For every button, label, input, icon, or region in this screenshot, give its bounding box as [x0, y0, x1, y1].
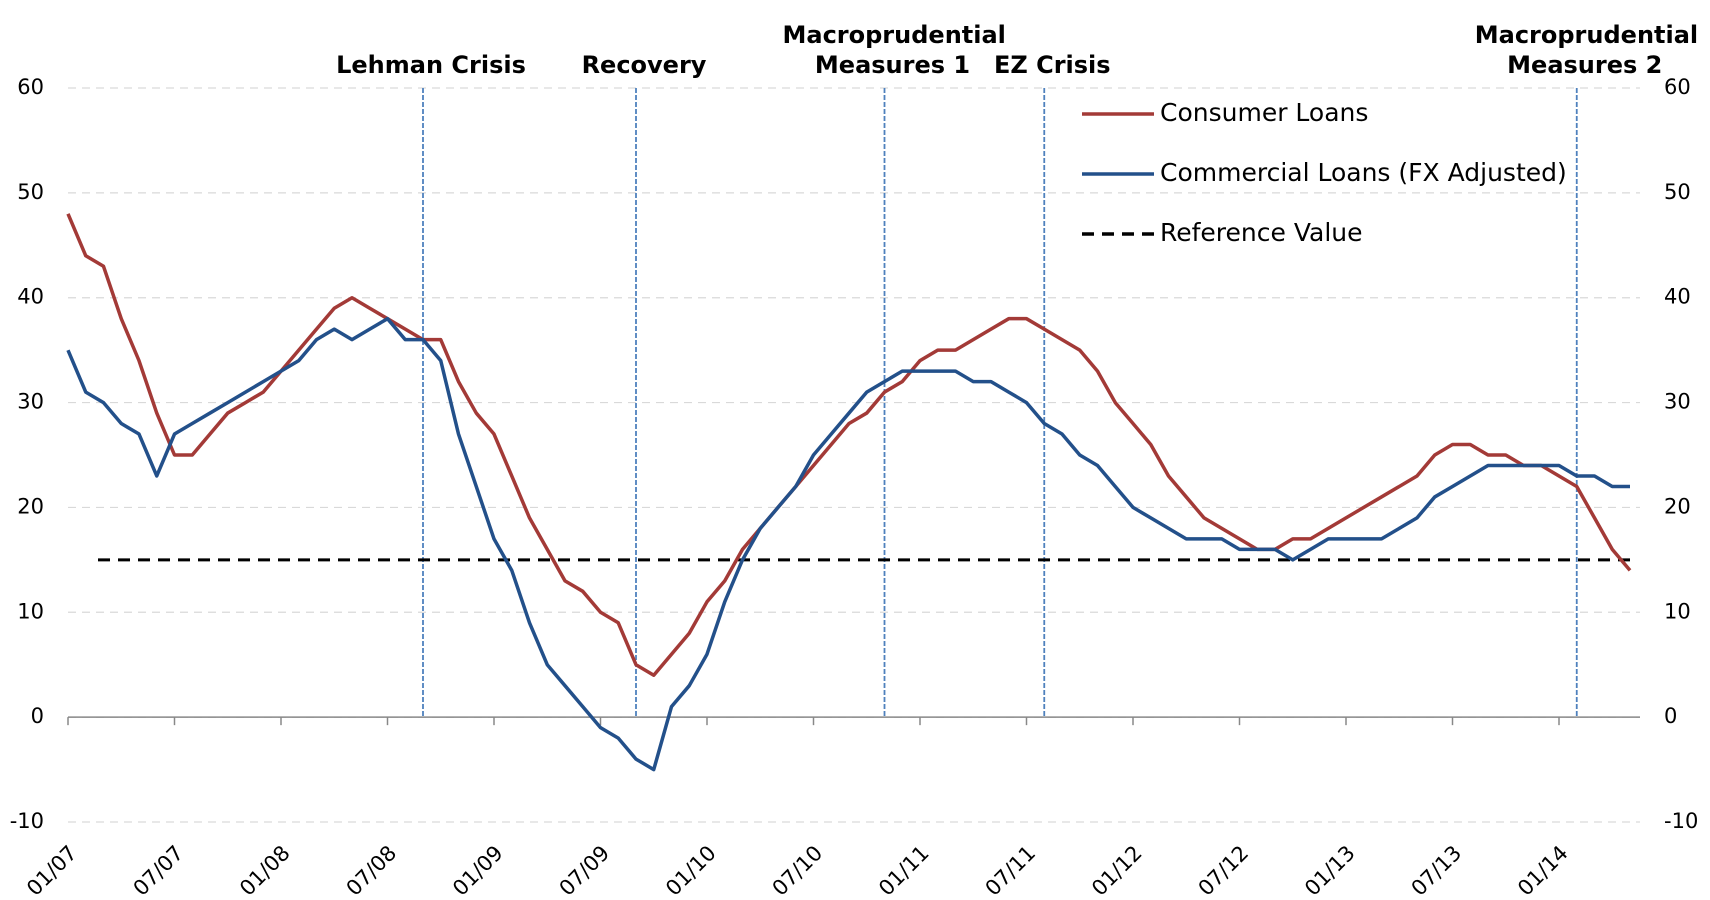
- x-tick-label: 01/12: [1087, 841, 1147, 900]
- y-tick-label: 20: [17, 494, 44, 518]
- x-tick-label: 07/08: [342, 841, 402, 900]
- event-label: Macroprudential Measures 2: [1474, 21, 1699, 79]
- y2-tick-label: 40: [1664, 285, 1691, 309]
- x-tick-label: 01/13: [1300, 841, 1360, 900]
- y2-tick-label: -10: [1664, 809, 1698, 833]
- event-label: Macroprudential Measures 1: [782, 21, 1006, 79]
- x-tick-label: 07/10: [768, 841, 828, 900]
- y2-tick-label: 30: [1664, 390, 1691, 414]
- y2-tick-label: 10: [1664, 599, 1691, 623]
- event-label: Recovery: [581, 51, 707, 79]
- series-line: [66, 316, 1630, 772]
- y-tick-label: 50: [17, 180, 44, 204]
- event-label: EZ Crisis: [993, 51, 1111, 79]
- y2-tick-label: 60: [1664, 75, 1691, 99]
- y-tick-label: 40: [17, 285, 44, 309]
- event-label: Lehman Crisis: [336, 51, 526, 79]
- x-tick-label: 01/10: [661, 841, 721, 900]
- x-tick-label: 01/07: [22, 841, 82, 900]
- legend-label: Commercial Loans (FX Adjusted): [1160, 158, 1567, 187]
- legend-label: Consumer Loans: [1160, 98, 1368, 127]
- y-tick-label: 0: [31, 704, 44, 728]
- x-tick-label: 01/14: [1513, 841, 1573, 900]
- x-tick-label: 07/13: [1407, 841, 1467, 900]
- x-tick-label: 07/11: [981, 841, 1041, 900]
- legend-label: Reference Value: [1160, 218, 1363, 247]
- y2-tick-label: 0: [1664, 704, 1677, 728]
- y-tick-label: 60: [17, 75, 44, 99]
- x-tick-label: 07/09: [555, 841, 615, 900]
- x-tick-label: 07/12: [1194, 841, 1254, 900]
- y-tick-label: 30: [17, 390, 44, 414]
- x-tick-label: 01/09: [448, 841, 508, 900]
- x-tick-label: 01/11: [874, 841, 934, 900]
- x-tick-label: 07/07: [129, 841, 189, 900]
- y-tick-label: -10: [10, 809, 44, 833]
- series-line: [66, 213, 1632, 677]
- x-tick-label: 01/08: [235, 841, 295, 900]
- y2-tick-label: 20: [1664, 494, 1691, 518]
- y-tick-label: 10: [17, 599, 44, 623]
- y2-tick-label: 50: [1664, 180, 1691, 204]
